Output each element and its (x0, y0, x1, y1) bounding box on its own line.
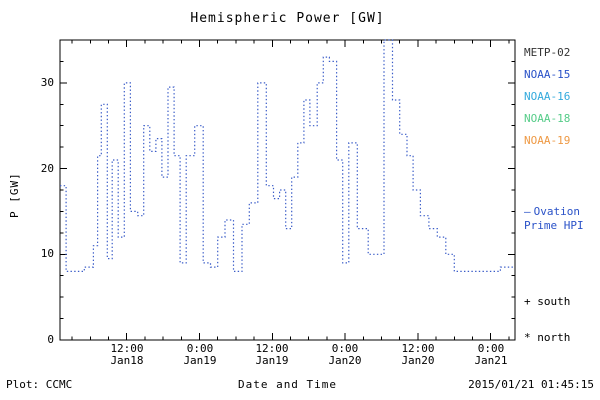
x-tick-date: Jan18 (110, 354, 144, 367)
x-tick-time: 0:00 (477, 342, 505, 355)
legend-ovation-line2: Prime HPI (524, 219, 584, 232)
x-tick-label: 12:00 Jan20 (401, 343, 434, 367)
legend-item-metp02: METP-02 (524, 46, 571, 59)
hpi-step-line (60, 39, 515, 272)
plot-credit: Plot: CCMC (6, 378, 73, 391)
axis-box (59, 39, 516, 341)
x-tick-date: Jan21 (474, 354, 508, 367)
legend-ovation: — Ovation Prime HPI (524, 205, 584, 233)
x-tick-label: 12:00 Jan19 (255, 343, 288, 367)
line-sample-icon: — (524, 205, 531, 218)
x-tick-time: 12:00 (255, 342, 289, 355)
legend-ovation-line1: Ovation (533, 205, 580, 218)
chart-title: Hemispheric Power [GW] (190, 11, 385, 26)
x-tick-date: Jan20 (401, 354, 435, 367)
legend-item-noaa15: NOAA-15 (524, 68, 571, 81)
y-tick-label: 30 (40, 76, 54, 89)
legend-north-marker: * north (524, 331, 571, 344)
x-tick-date: Jan20 (328, 354, 362, 367)
legend-item-noaa19: NOAA-19 (524, 134, 571, 147)
x-tick-label: 0:00 Jan21 (474, 343, 507, 367)
x-tick-date: Jan19 (255, 354, 289, 367)
y-tick-label: 0 (47, 333, 54, 346)
y-axis-label: P [GW] (8, 172, 21, 218)
y-tick-label: 10 (40, 247, 54, 260)
x-tick-label: 0:00 Jan19 (183, 343, 216, 367)
x-axis-label: Date and Time (237, 378, 338, 391)
x-tick-date: Jan19 (183, 354, 217, 367)
x-tick-time: 12:00 (401, 342, 435, 355)
x-tick-time: 12:00 (110, 342, 144, 355)
x-tick-label: 0:00 Jan20 (328, 343, 361, 367)
x-tick-time: 0:00 (186, 342, 214, 355)
legend-item-noaa18: NOAA-18 (524, 112, 571, 125)
timestamp: 2015/01/21 01:45:15 (468, 378, 594, 391)
y-tick-label: 20 (40, 162, 54, 175)
x-tick-time: 0:00 (331, 342, 359, 355)
x-tick-label: 12:00 Jan18 (110, 343, 143, 367)
legend-item-noaa16: NOAA-16 (524, 90, 571, 103)
legend-south-marker: + south (524, 295, 571, 308)
